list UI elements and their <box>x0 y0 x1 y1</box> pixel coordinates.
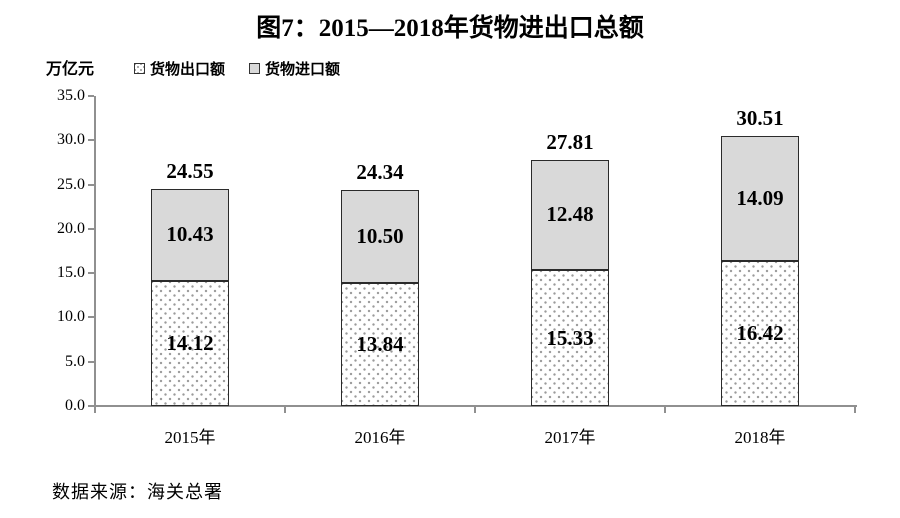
y-axis-tick-label: 5.0 <box>65 352 85 370</box>
bar-segment-import: 12.48 <box>531 159 609 271</box>
x-axis-tick <box>854 407 856 413</box>
bar-segment-export: 13.84 <box>341 283 419 406</box>
x-axis-category-label: 2015年 <box>164 428 216 447</box>
data-source-note: 数据来源：海关总署 <box>52 482 223 502</box>
y-axis-tick <box>88 360 94 363</box>
y-axis-tick-label: 0.0 <box>65 397 85 414</box>
y-axis-tick-label: 10.0 <box>57 308 85 326</box>
bar-total-label: 27.81 <box>546 129 594 154</box>
bar-total-label: 30.51 <box>736 105 784 130</box>
y-axis-tick <box>88 183 94 186</box>
y-axis-tick <box>88 316 94 319</box>
legend-label-import: 货物进口额 <box>265 61 341 78</box>
y-axis-tick-label: 30.0 <box>57 131 85 149</box>
y-axis-tick <box>88 139 94 142</box>
bar-segment-export-value: 16.42 <box>736 320 784 345</box>
bar-segment-import-value: 12.48 <box>546 202 594 227</box>
bar-segment-import: 14.09 <box>721 135 799 261</box>
x-axis-category-label: 2017年 <box>544 428 596 447</box>
bar-segment-import: 10.43 <box>151 188 229 281</box>
bar-total-label: 24.55 <box>166 158 214 183</box>
bar-segment-export-value: 13.84 <box>356 332 404 357</box>
y-axis-tick <box>88 405 94 407</box>
import-legend-swatch-icon <box>249 63 261 74</box>
bar-segment-export: 15.33 <box>531 270 609 406</box>
chart-title: 图7：2015—2018年货物进出口总额 <box>256 15 644 42</box>
bar-segment-import-value: 10.50 <box>356 224 404 249</box>
y-axis-tick-label: 25.0 <box>57 175 85 193</box>
bar-segment-export-value: 14.12 <box>166 330 214 355</box>
bar-segment-import: 10.50 <box>341 190 419 284</box>
x-axis-tick <box>664 407 666 413</box>
bar-segment-import-value: 14.09 <box>736 185 784 210</box>
y-axis-unit-label: 万亿元 <box>46 61 95 78</box>
y-axis-tick <box>88 272 94 275</box>
y-axis-tick-label: 20.0 <box>57 219 85 237</box>
x-axis-category-label: 2016年 <box>354 428 406 447</box>
legend: 货物出口额 货物进口额 <box>134 58 340 79</box>
legend-item-import: 货物进口额 <box>249 58 340 79</box>
y-axis-tick <box>88 227 94 230</box>
legend-item-export: 货物出口额 <box>134 58 225 79</box>
export-legend-swatch-icon <box>134 63 145 74</box>
bar-segment-import-value: 10.43 <box>166 222 214 247</box>
legend-label-export: 货物出口额 <box>150 61 226 78</box>
bar-segment-export: 16.42 <box>721 260 799 406</box>
y-axis-line <box>94 96 96 407</box>
bar-total-label: 24.34 <box>356 160 404 185</box>
x-axis-category-label: 2018年 <box>734 428 786 447</box>
bar-segment-export: 14.12 <box>151 280 229 406</box>
x-axis-tick <box>94 407 96 413</box>
bar-segment-export-value: 15.33 <box>546 325 594 350</box>
y-axis-tick-label: 35.0 <box>57 87 85 104</box>
x-axis-tick <box>474 407 476 413</box>
y-axis-tick-label: 15.0 <box>57 264 85 282</box>
x-axis-tick <box>284 407 286 413</box>
y-axis-tick <box>88 95 94 97</box>
x-axis-line <box>94 405 857 407</box>
